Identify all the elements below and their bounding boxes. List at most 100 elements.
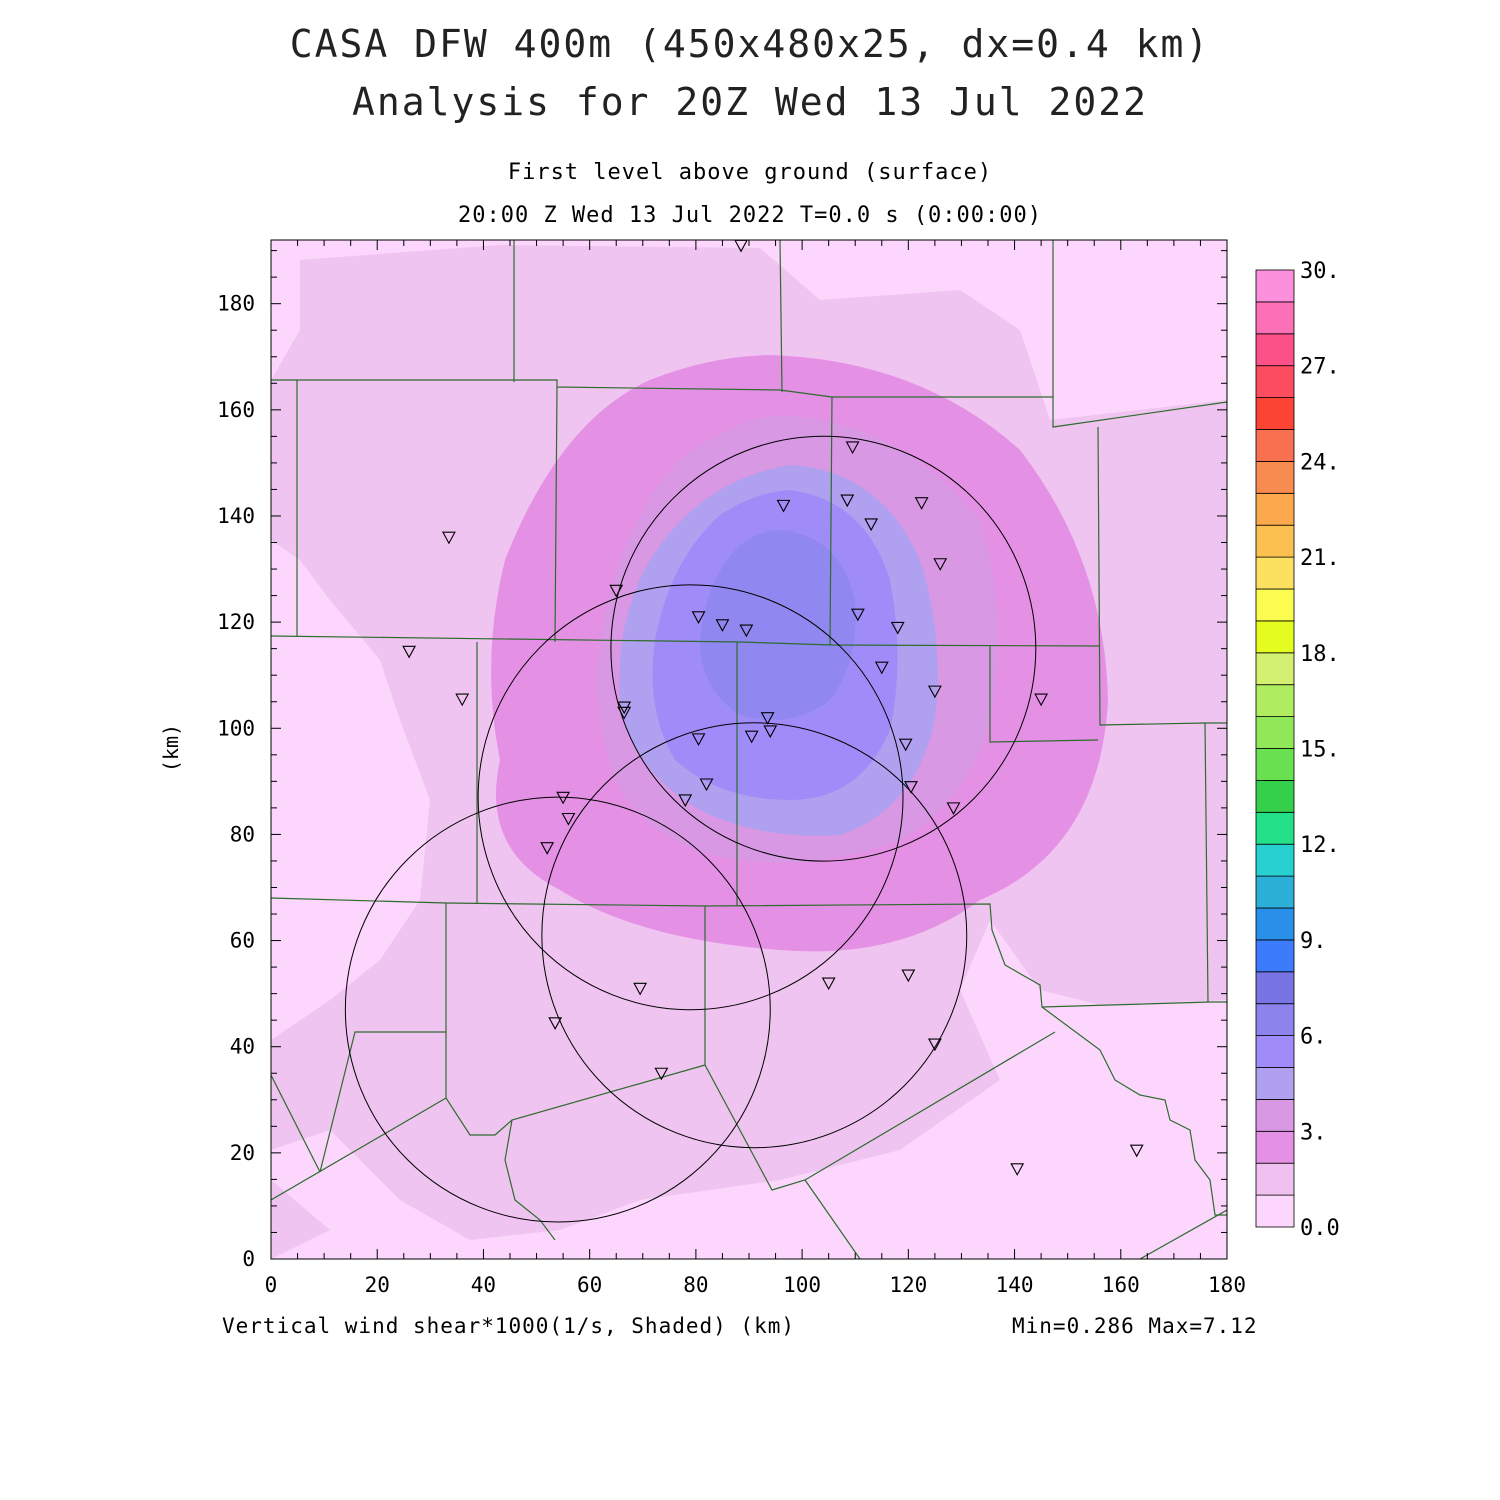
colorbar-swatch [1255, 684, 1295, 718]
station-marker [927, 1038, 942, 1052]
station-marker [874, 661, 889, 675]
colorbar-label: 24. [1300, 450, 1340, 475]
radar-range-rings [344, 435, 1037, 1223]
station-marker [845, 441, 860, 455]
field-description: Vertical wind shear*1000(1/s, Shaded) (k… [222, 1314, 796, 1338]
colorbar-swatch [1255, 939, 1295, 973]
colorbar-swatch [1255, 1067, 1295, 1100]
colorbar-swatch [1255, 429, 1295, 462]
colorbar-label: 0.0 [1300, 1216, 1340, 1241]
station-marker [715, 619, 730, 632]
station-marker [901, 969, 916, 983]
station-marker [441, 531, 456, 545]
radar-ring-4 [344, 796, 771, 1223]
colorbar-label: 30. [1300, 259, 1340, 284]
colorbar-swatch [1255, 875, 1295, 909]
station-marker [904, 781, 918, 794]
colorbar-swatch [1255, 1194, 1295, 1228]
station-marker [763, 725, 778, 739]
station-marker [821, 977, 836, 991]
colorbar-labels: 0.0 3. 6. 9. 12. 15. 18. 21. 24. 27. 30. [1300, 259, 1340, 1241]
colorbar-swatch [1255, 1162, 1295, 1196]
colorbar-swatch [1255, 524, 1295, 558]
y-tick-label: 60 [230, 929, 255, 953]
x-tick-label: 20 [365, 1273, 390, 1297]
x-tick-label: 0 [265, 1273, 278, 1297]
level-subtitle: First level above ground (surface) [507, 160, 993, 185]
y-tick-label: 140 [217, 504, 255, 528]
y-tick-label: 40 [230, 1035, 255, 1059]
colorbar-swatch [1255, 748, 1295, 781]
x-tick-label: 120 [889, 1273, 927, 1297]
x-tick-label: 80 [683, 1273, 708, 1297]
colorbar-swatch [1255, 1035, 1295, 1068]
colorbar-swatch [1255, 716, 1295, 749]
colorbar-swatch [1255, 588, 1295, 622]
valid-time-subtitle: 20:00 Z Wed 13 Jul 2022 T=0.0 s (0:00:00… [457, 203, 1043, 228]
colorbar-swatch [1255, 843, 1295, 877]
station-marker [556, 791, 571, 805]
x-tick-label: 180 [1208, 1273, 1246, 1297]
station-marker [691, 611, 706, 624]
colorbar-swatch [1255, 333, 1295, 367]
station-marker [840, 494, 855, 508]
y-tick-label: 100 [217, 716, 255, 740]
y-tick-label: 0 [242, 1247, 255, 1271]
colorbar-swatch [1255, 365, 1295, 399]
y-tick-label: 80 [230, 822, 255, 846]
y-axis-label: (km) [159, 724, 183, 772]
colorbar-swatch [1255, 460, 1295, 494]
x-tick-label: 160 [1102, 1273, 1140, 1297]
colorbar-swatch [1255, 971, 1295, 1005]
x-tick-label: 40 [471, 1273, 496, 1297]
map-title: CASA DFW 400m (450x480x25, dx=0.4 km) [289, 22, 1211, 66]
colorbar-label: 12. [1300, 833, 1340, 858]
colorbar-label: 6. [1300, 1025, 1327, 1050]
y-tick-label: 160 [217, 398, 255, 422]
x-axis: 0 20 40 60 80 100 120 140 160 180 [265, 1273, 1246, 1297]
station-marker [561, 812, 576, 826]
colorbar-label: 18. [1300, 642, 1340, 667]
county-boundaries [271, 240, 1227, 1259]
station-marker [699, 778, 714, 792]
station-marker [914, 497, 929, 510]
colorbar-swatch [1255, 492, 1295, 526]
colorbar-swatch [1255, 811, 1295, 845]
station-marker [776, 499, 791, 513]
colorbar-swatch [1255, 269, 1295, 303]
station-marker [609, 584, 624, 598]
colorbar-swatch [1255, 652, 1295, 686]
colorbar-swatch [1255, 620, 1295, 654]
minor-ticks [270, 240, 1228, 1260]
station-marker [548, 1017, 563, 1030]
colorbar-label: 21. [1300, 546, 1340, 571]
colorbar-swatch [1255, 1130, 1295, 1164]
station-markers [402, 239, 1144, 1176]
colorbar-label: 15. [1300, 738, 1340, 763]
station-marker [864, 518, 879, 532]
station-marker [744, 730, 759, 744]
station-marker [1034, 693, 1049, 707]
station-marker [739, 624, 754, 638]
station-marker [678, 794, 693, 808]
radar-ring-2 [477, 584, 904, 1011]
analysis-time-title: Analysis for 20Z Wed 13 Jul 2022 [351, 80, 1149, 124]
station-marker [898, 738, 913, 752]
station-marker [691, 733, 706, 747]
colorbar [1255, 269, 1295, 1228]
y-axis: 0 20 40 60 80 100 120 140 160 180 [217, 292, 255, 1271]
radar-ring-3 [541, 722, 968, 1149]
colorbar-swatch [1255, 907, 1295, 941]
x-tick-label: 100 [783, 1273, 821, 1297]
colorbar-label: 3. [1300, 1120, 1327, 1145]
station-marker [455, 693, 470, 707]
colorbar-swatch [1255, 556, 1295, 590]
station-marker [890, 621, 905, 635]
colorbar-swatch [1255, 1099, 1295, 1132]
station-marker [1129, 1144, 1144, 1158]
colorbar-swatch [1255, 1003, 1295, 1037]
field-level-6 [700, 530, 856, 720]
x-tick-label: 140 [996, 1273, 1034, 1297]
station-marker [540, 842, 555, 855]
